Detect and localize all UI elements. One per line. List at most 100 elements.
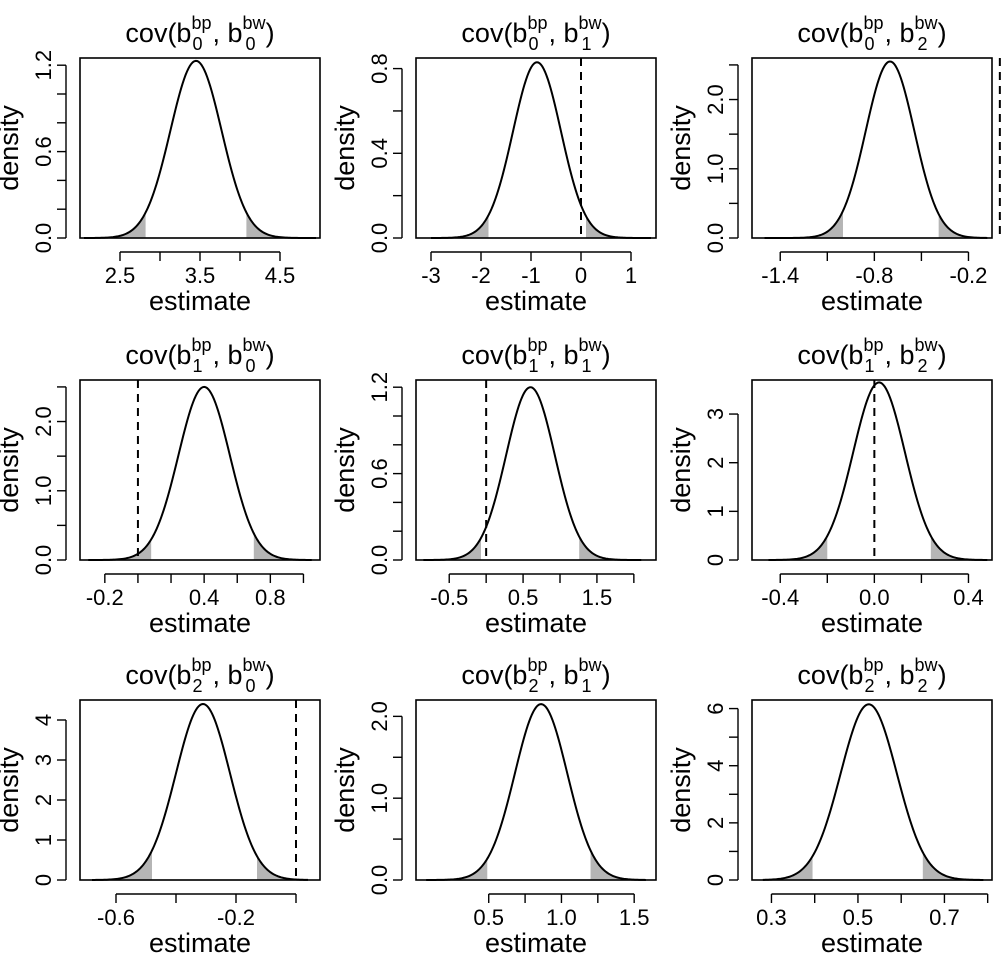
title-text: , b (213, 660, 243, 690)
title-text: cov(b (797, 18, 863, 48)
x-axis-label: estimate (821, 928, 923, 958)
x-tick-label: 0 (575, 263, 587, 288)
x-tick-label: -0.5 (430, 585, 468, 610)
x-tick-label: 0.4 (953, 585, 984, 610)
x-tick-label: 0.5 (843, 905, 874, 930)
title-superscript: bw (243, 335, 267, 355)
title-subscript: 1 (582, 356, 592, 376)
title-text: cov(b (125, 340, 191, 370)
x-tick-label: 1 (625, 263, 637, 288)
title-superscript: bp (191, 13, 211, 33)
y-tick-label: 1.2 (367, 372, 392, 403)
title-subscript: 0 (528, 34, 538, 54)
title-text: cov(b (797, 660, 863, 690)
x-tick-label: 3.5 (185, 263, 216, 288)
x-tick-label: -3 (421, 263, 441, 288)
x-tick-label: 2.5 (105, 263, 136, 288)
chart-title: cov(bbp 2, bbw 2) (797, 655, 946, 696)
density-curve (764, 60, 988, 239)
upper-tail-area (246, 212, 316, 238)
y-axis-label: density (666, 747, 696, 833)
y-tick-label: 3 (31, 754, 56, 766)
x-axis-label: estimate (821, 286, 923, 316)
x-axis-label: estimate (485, 608, 587, 638)
title-superscript: bp (191, 335, 211, 355)
lower-tail-area (431, 215, 489, 238)
y-tick-label: 2.0 (703, 84, 728, 115)
y-tick-label: 0.0 (367, 223, 392, 254)
title-text: , b (885, 18, 915, 48)
title-text: cov(b (461, 660, 527, 690)
y-tick-label: 2 (703, 457, 728, 469)
x-tick-label: 0.4 (189, 585, 220, 610)
chart-title: cov(bbp 0 , bbw 1) (461, 13, 610, 54)
y-axis-label: density (0, 427, 24, 513)
title-text: ) (266, 18, 275, 48)
title-subscript: 1 (864, 356, 874, 376)
title-subscript: 2 (528, 676, 538, 696)
panel-8: 0.5 1.0 1.5 0.0 1.0 2.0 estimate density cov(bbp… (330, 655, 657, 958)
title-text: cov(b (125, 18, 191, 48)
title-superscript: bw (915, 655, 939, 675)
title-superscript: bw (579, 335, 603, 355)
y-tick-label: 1.0 (367, 783, 392, 814)
y-tick-label: 0.0 (367, 545, 392, 576)
title-subscript: 1 (582, 676, 592, 696)
x-tick-label: -0.8 (855, 263, 893, 288)
y-tick-label: 0.0 (703, 223, 728, 254)
x-axis-label: estimate (485, 286, 587, 316)
title-subscript: 0 (246, 34, 256, 54)
x-axis-label: estimate (149, 608, 251, 638)
y-axis-label: density (0, 747, 24, 833)
title-superscript: bw (243, 13, 267, 33)
y-axis-label: density (666, 105, 696, 191)
title-superscript: bp (863, 13, 883, 33)
title-subscript: 2 (192, 676, 202, 696)
title-superscript: bw (915, 13, 939, 33)
x-tick-label: 0.5 (473, 905, 504, 930)
y-tick-label: 2 (703, 817, 728, 829)
x-tick-label: 0.0 (859, 585, 890, 610)
title-subscript: 1 (192, 356, 202, 376)
title-text: ) (938, 18, 947, 48)
plot-box (415, 57, 657, 239)
title-subscript: 0 (246, 676, 256, 696)
plot-box (415, 379, 657, 561)
title-text: , b (549, 340, 579, 370)
title-subscript: 2 (864, 676, 874, 696)
title-superscript: bw (579, 13, 603, 33)
x-tick-label: -0.4 (761, 585, 799, 610)
chart-title: cov(bbp 1, bbw 1) (461, 335, 610, 376)
x-tick-label: -0.2 (217, 905, 255, 930)
title-subscript: 2 (918, 34, 928, 54)
y-tick-label: 0.0 (31, 545, 56, 576)
title-text: cov(b (125, 660, 191, 690)
title-text: , b (885, 340, 915, 370)
plot-box (79, 699, 321, 881)
x-tick-label: 1.0 (546, 905, 577, 930)
lower-tail-area (762, 856, 813, 880)
title-superscript: bp (863, 335, 883, 355)
x-tick-label: -0.6 (97, 905, 135, 930)
upper-tail-area (590, 850, 646, 880)
y-axis-label: density (330, 427, 360, 513)
x-tick-label: -2 (471, 263, 491, 288)
title-subscript: 0 (192, 34, 202, 54)
title-superscript: bw (243, 655, 267, 675)
y-tick-label: 2.0 (31, 406, 56, 437)
panel-1: 2.5 3.5 4.5 0.0 0.6 1.2 estimate density cov(bbp… (0, 13, 321, 316)
title-superscript: bw (579, 655, 603, 675)
title-text: ) (938, 340, 947, 370)
title-text: , b (213, 18, 243, 48)
y-tick-label: 3 (703, 408, 728, 420)
y-tick-label: 1 (703, 505, 728, 517)
y-tick-label: 0 (703, 874, 728, 886)
plot-box (751, 379, 993, 561)
y-tick-label: 0 (703, 554, 728, 566)
upper-tail-area (586, 216, 651, 238)
plot-box (751, 57, 993, 239)
title-text: cov(b (797, 340, 863, 370)
density-curve (762, 703, 984, 881)
chart-title: cov(bbp 0 , bbw 2) (797, 13, 946, 54)
